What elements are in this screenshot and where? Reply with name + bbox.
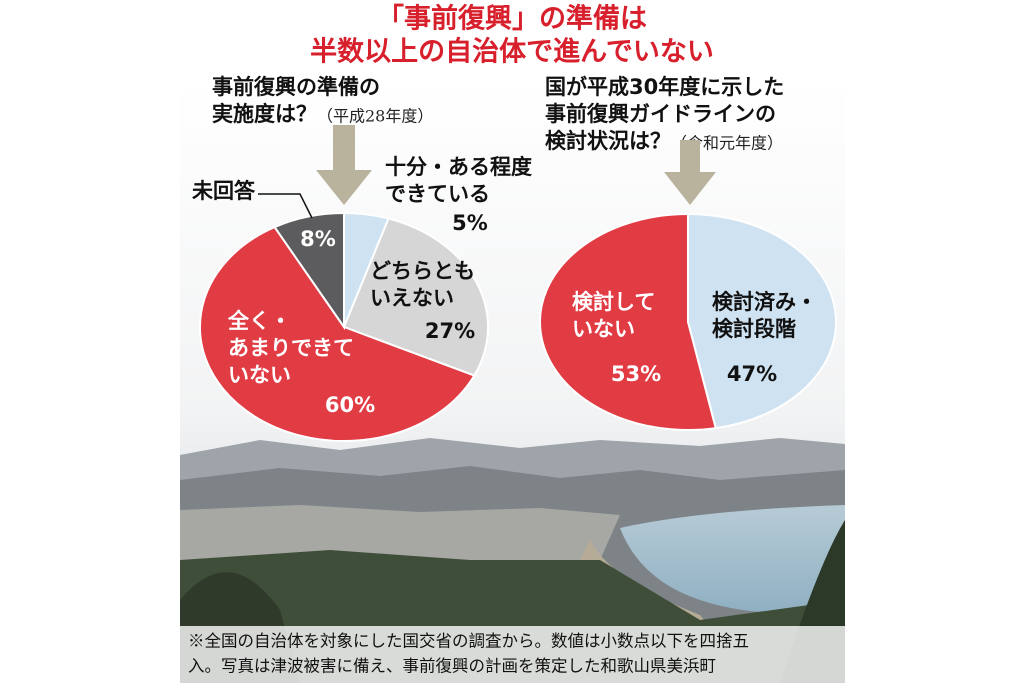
chart-heading-line: 実施度は？ [212,102,317,126]
slice-label: どちらともいえない [370,259,475,310]
note-line: ※全国の自治体を対象にした国交省の調査から。数値は小数点以下を四捨五 [188,632,749,651]
slice-label: 十分・ある程度できている [385,155,532,206]
value-label: 5% [452,211,488,235]
leader-line [258,193,313,219]
slice-label: 検討していない [572,290,655,341]
value-label: 27% [425,319,475,343]
chart-heading-line: 国が平成30年度に示した [545,75,784,99]
value-label: 53% [611,362,661,386]
chart-heading-line: 事前復興の準備の [212,75,380,99]
pie-slice [539,212,717,431]
slice-label: 全く・あまりできていない [227,309,354,387]
note-line: 入。写真は津波被害に備え、事前復興の計画を策定した和歌山県美浜町 [188,657,716,676]
pie-slice [687,212,837,430]
chart-heading-line: 事前復興ガイドラインの [545,102,776,126]
pie-slice [199,225,476,442]
note-box [180,626,845,683]
title-line: 半数以上の自治体で進んでいない [310,36,714,68]
value-label: 47% [727,362,777,386]
chart-period: （平成28年度） [317,107,433,126]
value-label: 60% [325,393,375,417]
arrows [316,125,716,205]
note: ※全国の自治体を対象にした国交省の調査から。数値は小数点以下を四捨五入。写真は津… [188,632,749,676]
value-label: 8% [300,227,336,251]
chart-heading-line: 検討状況は？ [545,129,671,153]
slice-label: 未回答 [192,179,256,203]
title-line: 「事前復興」の準備は [377,3,647,35]
pie-slice [273,211,345,331]
slice-label: 検討済み・検討段階 [712,290,817,341]
pie-slice [342,217,489,377]
